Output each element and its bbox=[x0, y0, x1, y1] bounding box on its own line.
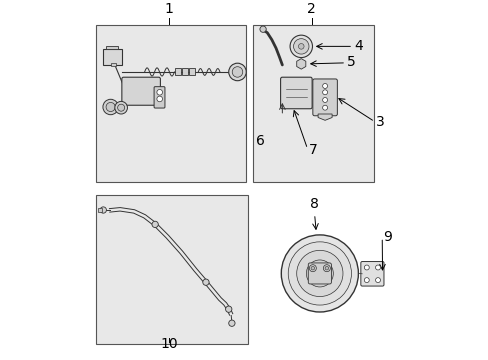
FancyBboxPatch shape bbox=[102, 49, 122, 65]
FancyBboxPatch shape bbox=[360, 261, 383, 286]
Bar bbox=[98, 208, 102, 212]
Bar bbox=[182, 68, 187, 76]
Circle shape bbox=[289, 35, 312, 58]
Circle shape bbox=[281, 235, 358, 312]
Circle shape bbox=[322, 105, 327, 110]
Circle shape bbox=[118, 104, 124, 111]
Bar bbox=[95, 24, 246, 182]
Text: 1: 1 bbox=[164, 2, 173, 16]
Text: 5: 5 bbox=[346, 55, 355, 69]
Circle shape bbox=[293, 39, 308, 54]
Circle shape bbox=[323, 265, 330, 272]
Bar bbox=[95, 195, 247, 343]
Circle shape bbox=[309, 265, 316, 272]
Circle shape bbox=[228, 63, 246, 81]
Circle shape bbox=[225, 306, 231, 312]
Circle shape bbox=[322, 90, 327, 95]
Text: 2: 2 bbox=[307, 2, 316, 16]
Circle shape bbox=[232, 67, 242, 77]
Text: 7: 7 bbox=[308, 143, 317, 157]
FancyBboxPatch shape bbox=[312, 79, 337, 116]
Circle shape bbox=[298, 44, 304, 49]
Text: 9: 9 bbox=[383, 230, 392, 244]
FancyBboxPatch shape bbox=[122, 77, 160, 105]
Bar bbox=[253, 24, 373, 182]
Circle shape bbox=[157, 96, 162, 102]
FancyBboxPatch shape bbox=[154, 87, 164, 108]
Circle shape bbox=[375, 278, 380, 283]
Circle shape bbox=[115, 102, 127, 114]
Bar bbox=[189, 68, 194, 76]
Circle shape bbox=[287, 242, 351, 305]
Circle shape bbox=[305, 260, 333, 287]
Text: 6: 6 bbox=[255, 134, 264, 148]
Circle shape bbox=[322, 98, 327, 103]
Text: 10: 10 bbox=[160, 337, 178, 351]
Circle shape bbox=[375, 265, 380, 270]
Circle shape bbox=[322, 84, 327, 89]
Circle shape bbox=[157, 90, 162, 95]
Circle shape bbox=[106, 103, 115, 112]
Circle shape bbox=[228, 320, 235, 327]
Text: 8: 8 bbox=[309, 197, 318, 211]
FancyBboxPatch shape bbox=[307, 263, 331, 284]
Text: 4: 4 bbox=[353, 39, 362, 53]
Circle shape bbox=[364, 265, 368, 270]
Circle shape bbox=[203, 279, 209, 285]
Circle shape bbox=[296, 250, 342, 297]
Circle shape bbox=[310, 266, 314, 270]
FancyBboxPatch shape bbox=[280, 77, 311, 109]
Circle shape bbox=[100, 207, 106, 213]
Polygon shape bbox=[317, 114, 331, 120]
Circle shape bbox=[102, 99, 118, 115]
Circle shape bbox=[325, 266, 328, 270]
Bar bbox=[111, 63, 116, 66]
Bar bbox=[106, 46, 118, 49]
Circle shape bbox=[260, 26, 265, 32]
Text: 3: 3 bbox=[375, 116, 384, 129]
Circle shape bbox=[152, 221, 158, 228]
Circle shape bbox=[364, 278, 368, 283]
Bar bbox=[175, 68, 181, 76]
